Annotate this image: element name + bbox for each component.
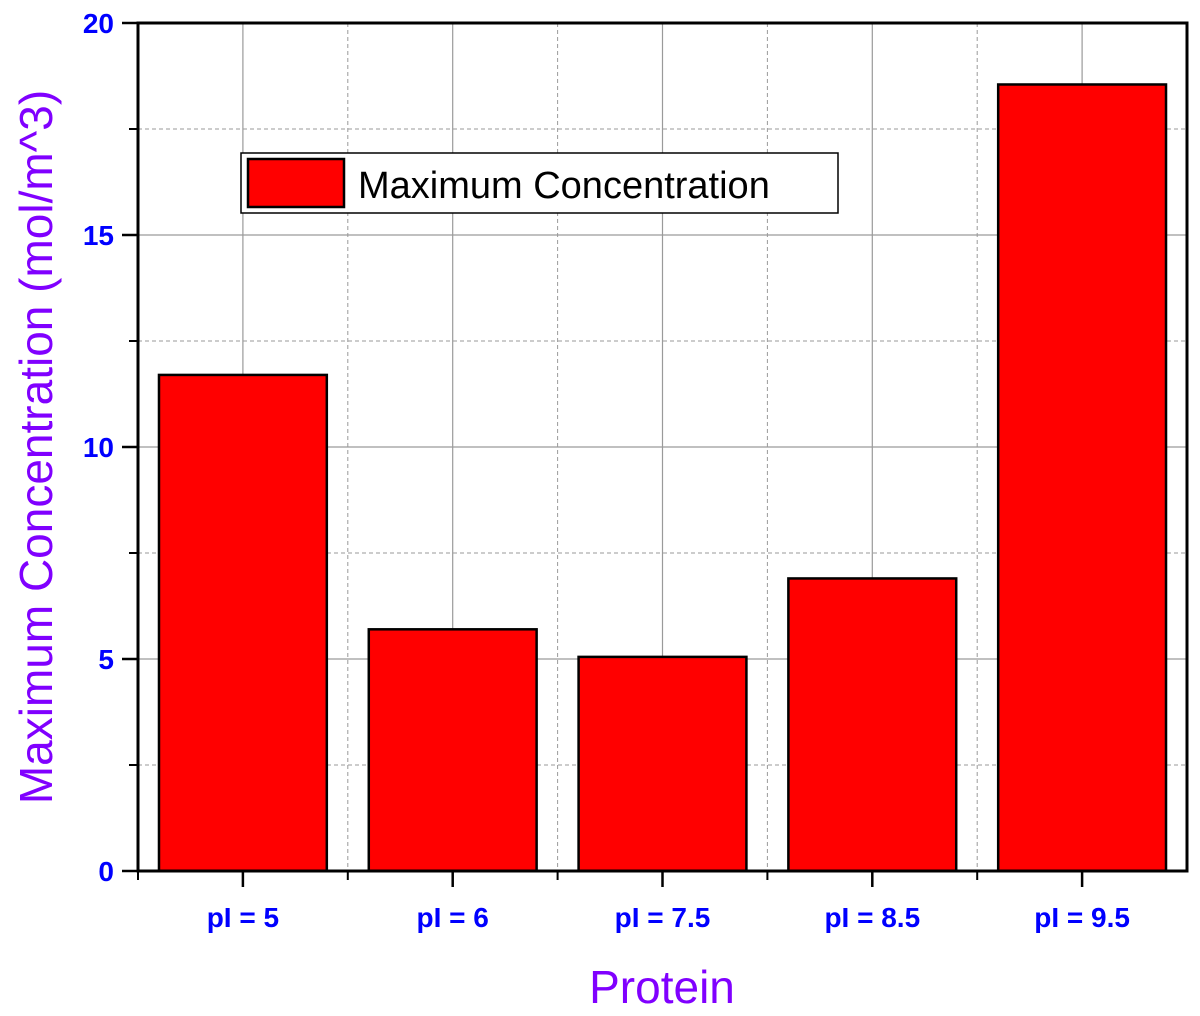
axis-ticks [122,21,1084,887]
y-tick-label: 5 [98,644,114,675]
x-tick-label: pI = 9.5 [1034,902,1130,933]
x-tick-labels: pI = 5 pI = 6 pI = 7.5 pI = 8.5 pI = 9.5 [207,902,1130,933]
x-tick-label: pI = 6 [417,902,489,933]
legend-swatch [246,157,346,209]
legend: Maximum Concentration [240,152,839,214]
bar [577,655,748,873]
legend-label: Maximum Concentration [358,165,770,207]
x-tick-label: pI = 7.5 [615,902,711,933]
y-tick-label: 10 [83,432,114,463]
y-tick-labels: 0 5 10 15 20 [83,8,114,887]
y-tick-label: 20 [83,8,114,39]
x-tick-label: pI = 8.5 [824,902,920,933]
bar [996,83,1168,873]
bar [367,628,538,873]
x-tick-label: pI = 5 [207,902,279,933]
bar [157,373,329,873]
bar [787,577,958,873]
y-tick-label: 0 [98,856,114,887]
bars [157,83,1168,873]
y-tick-label: 15 [83,220,114,251]
x-axis-title: Protein [589,961,735,1013]
y-axis-title: Maximum Concentration (mol/m^3) [10,90,62,804]
